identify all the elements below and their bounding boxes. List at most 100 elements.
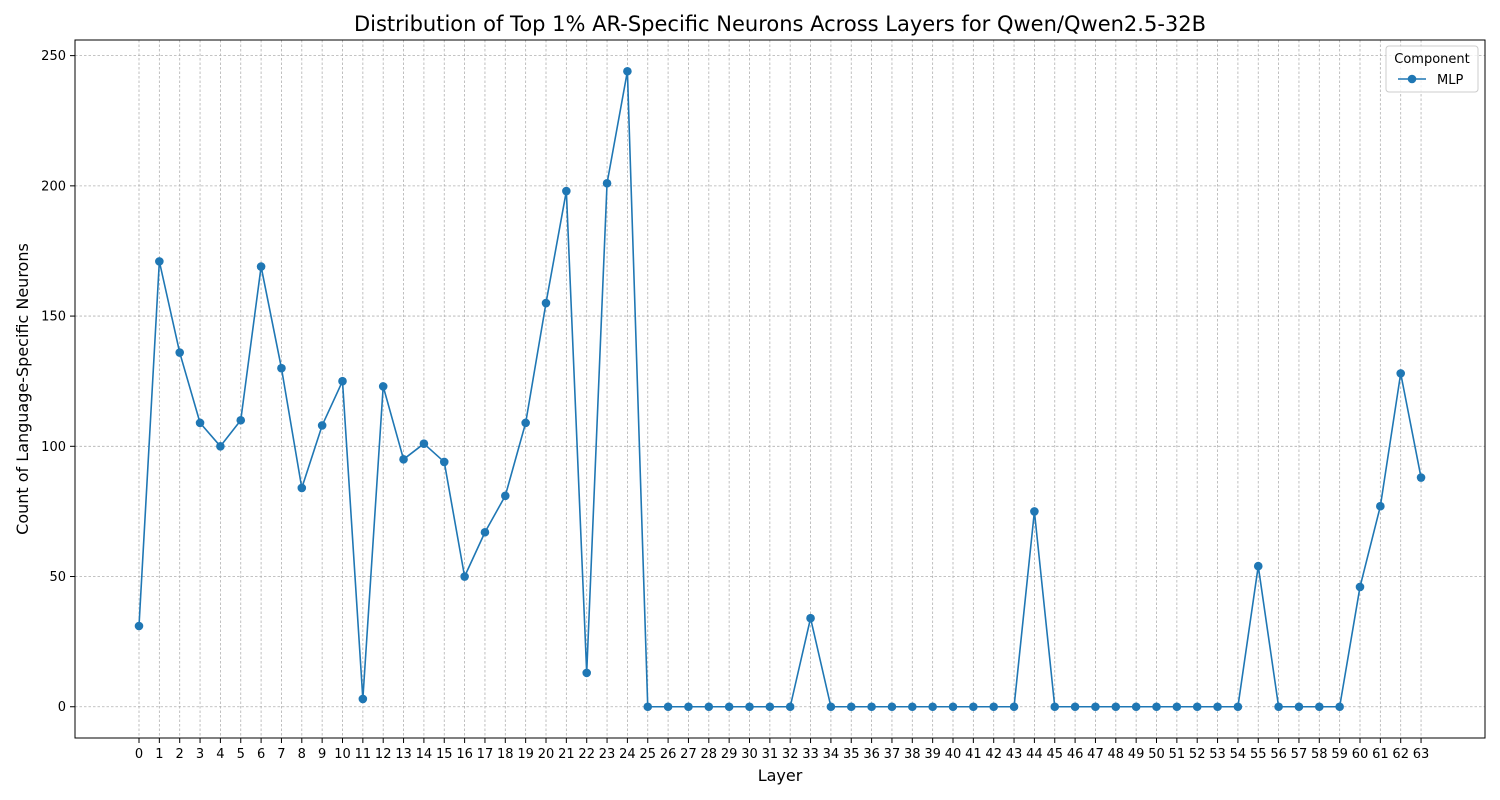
x-tick-label: 56 xyxy=(1270,747,1287,762)
data-point xyxy=(846,702,856,712)
data-point xyxy=(358,694,368,704)
data-point xyxy=(785,702,795,712)
data-point xyxy=(277,363,286,373)
x-tick-label: 41 xyxy=(965,747,982,762)
x-tick-label: 52 xyxy=(1189,747,1206,762)
x-tick-label: 49 xyxy=(1128,747,1145,762)
x-tick-label: 0 xyxy=(135,747,143,762)
data-point xyxy=(1172,702,1182,712)
data-point xyxy=(378,382,388,391)
data-point xyxy=(745,702,754,712)
x-tick-label: 2 xyxy=(176,747,184,762)
x-tick-label: 24 xyxy=(619,747,636,762)
grid xyxy=(75,40,1485,738)
data-point xyxy=(562,186,571,196)
x-tick-label: 54 xyxy=(1230,747,1247,762)
data-point xyxy=(439,457,449,467)
legend-title: Component xyxy=(1394,52,1469,67)
x-tick-label: 25 xyxy=(639,747,656,762)
x-tick-label: 3 xyxy=(196,747,204,762)
data-point xyxy=(1294,702,1304,712)
x-tick-label: 14 xyxy=(416,747,433,762)
x-tick-label: 63 xyxy=(1413,747,1430,762)
x-tick-label: 58 xyxy=(1311,747,1328,762)
data-point xyxy=(582,668,591,678)
data-point xyxy=(1253,561,1263,571)
data-point xyxy=(1050,702,1060,712)
data-point xyxy=(236,415,246,425)
data-point xyxy=(887,702,897,712)
data-point xyxy=(419,439,429,448)
data-point xyxy=(948,702,958,712)
data-point xyxy=(1233,702,1243,712)
legend-dot-marker xyxy=(1407,74,1417,84)
x-tick-label: 61 xyxy=(1372,747,1389,762)
data-point xyxy=(1192,702,1202,712)
x-tick-label: 13 xyxy=(395,747,412,762)
x-tick-label: 21 xyxy=(558,747,575,762)
x-tick-label: 55 xyxy=(1250,747,1267,762)
x-tick-label: 53 xyxy=(1209,747,1226,762)
x-tick-label: 44 xyxy=(1026,747,1043,762)
x-tick-label: 51 xyxy=(1169,747,1186,762)
y-axis-label: Count of Language-Specific Neurons xyxy=(13,243,32,535)
series-layer xyxy=(134,66,1426,712)
data-point xyxy=(908,702,917,712)
x-tick-label: 62 xyxy=(1392,747,1409,762)
data-point xyxy=(1131,702,1141,712)
x-tick-label: 20 xyxy=(538,747,555,762)
data-point xyxy=(460,572,469,581)
x-tick-label: 29 xyxy=(721,747,738,762)
x-tick-label: 30 xyxy=(741,747,758,762)
data-point xyxy=(1355,582,1365,592)
data-point xyxy=(195,418,205,428)
data-point xyxy=(1396,369,1405,378)
x-tick-label: 47 xyxy=(1087,747,1104,762)
data-point xyxy=(501,491,510,501)
data-point xyxy=(928,702,937,712)
data-point xyxy=(1213,702,1222,712)
x-tick-label: 6 xyxy=(257,747,265,762)
x-tick-label: 34 xyxy=(823,747,840,762)
data-point xyxy=(684,702,693,712)
data-point xyxy=(297,483,307,493)
x-tick-label: 26 xyxy=(660,747,677,762)
data-point xyxy=(765,702,775,712)
x-tick-label: 38 xyxy=(904,747,921,762)
data-point xyxy=(989,702,998,712)
data-point xyxy=(175,348,184,357)
x-tick-label: 15 xyxy=(436,747,453,762)
data-point xyxy=(480,527,490,537)
x-tick-label: 32 xyxy=(782,747,799,762)
data-point xyxy=(806,613,815,623)
data-point xyxy=(216,441,225,451)
y-tick-label: 0 xyxy=(58,700,66,715)
x-tick-label: 35 xyxy=(843,747,860,762)
x-tick-label: 36 xyxy=(863,747,880,762)
y-tick-label: 50 xyxy=(49,570,66,585)
data-point xyxy=(1274,702,1283,712)
data-point xyxy=(1376,501,1385,511)
x-tick-label: 10 xyxy=(334,747,351,762)
data-point xyxy=(1111,702,1121,712)
data-point xyxy=(541,298,551,308)
data-point xyxy=(256,262,266,271)
legend: Component MLP xyxy=(1385,45,1479,93)
data-point xyxy=(1009,702,1019,712)
series-line-mlp xyxy=(138,70,1422,708)
x-axis-ticks: 0 1 2 3 4 5 6 7 8 9 10 11 12 13 14 15 16 17 18 19 20 21 22 23 24… xyxy=(135,738,1429,762)
x-tick-label: 50 xyxy=(1148,747,1165,762)
x-tick-label: 7 xyxy=(277,747,285,762)
x-tick-label: 18 xyxy=(497,747,514,762)
x-tick-label: 19 xyxy=(517,747,534,762)
y-tick-label: 200 xyxy=(41,179,66,194)
data-point xyxy=(826,702,836,712)
x-tick-label: 48 xyxy=(1108,747,1125,762)
x-tick-label: 57 xyxy=(1291,747,1308,762)
x-tick-label: 37 xyxy=(884,747,901,762)
data-point xyxy=(521,418,530,428)
y-axis-ticks: 0 50 100 150 200 250 xyxy=(41,49,75,715)
data-point xyxy=(623,66,632,76)
data-point xyxy=(1030,507,1039,516)
